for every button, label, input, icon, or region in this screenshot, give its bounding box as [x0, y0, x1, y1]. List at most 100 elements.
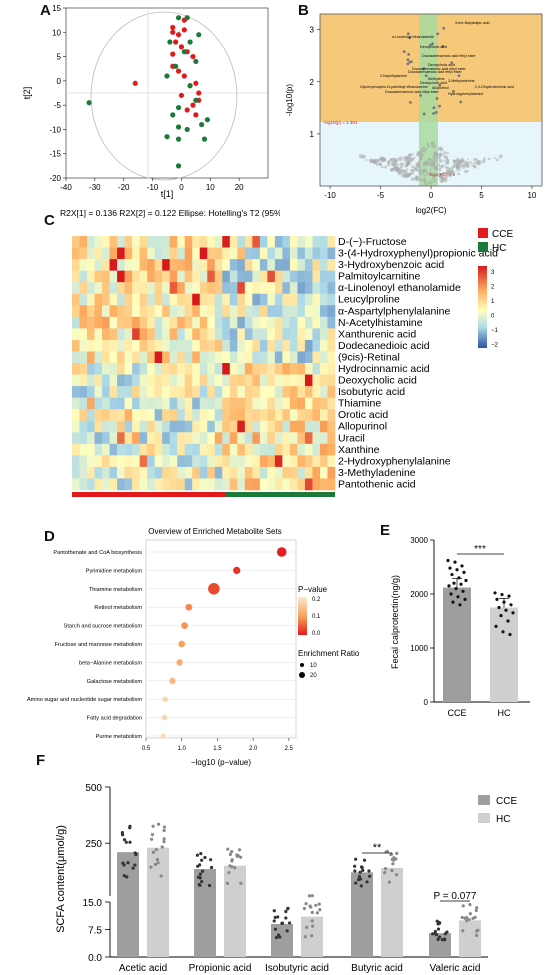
- heatmap-cell: [312, 466, 321, 479]
- cce-point: [132, 80, 138, 86]
- heatmap-cell: [289, 305, 298, 318]
- panel-label-f: F: [36, 752, 46, 769]
- heatmap-cell: [132, 478, 140, 491]
- volcano-point: [428, 180, 433, 185]
- volcano-point: [436, 154, 441, 160]
- heatmap-cell: [124, 316, 133, 329]
- heatmap-cell: [304, 420, 313, 433]
- heatmap-cell: [79, 374, 88, 387]
- f-data-point: [203, 855, 207, 860]
- heatmap-cell: [274, 455, 283, 468]
- heatmap-cell: [154, 397, 163, 410]
- heatmap-cell: [252, 316, 261, 329]
- heatmap-cell: [222, 236, 231, 248]
- heatmap-cell: [139, 386, 148, 398]
- f-data-point: [475, 906, 479, 910]
- heatmap-cell: [229, 374, 238, 387]
- heatmap-cell: [192, 466, 201, 479]
- heatmap-cell: [117, 478, 125, 491]
- heatmap-cell: [184, 466, 193, 479]
- heatmap-cell: [169, 247, 178, 260]
- heatmap-cell: [79, 282, 88, 295]
- heatmap-cell: [327, 397, 336, 410]
- heatmap-cell: [267, 455, 276, 468]
- heatmap-cell: [162, 351, 170, 364]
- heatmap-cell: [252, 374, 261, 387]
- heatmap-cell: [177, 409, 186, 422]
- heatmap-cell: [79, 386, 88, 398]
- heatmap-cell: [109, 432, 118, 445]
- heatmap-cell: [94, 374, 103, 387]
- heatmap-cell: [207, 270, 216, 283]
- heatmap-cell: [267, 270, 276, 283]
- f-data-point: [356, 878, 361, 882]
- heatmap-cell: [94, 316, 103, 329]
- heatmap-cell: [259, 443, 268, 456]
- heatmap-cell: [124, 455, 133, 468]
- heatmap-cell: [87, 259, 95, 271]
- heatmap-cell: [199, 455, 208, 468]
- pathway-label: Retinol metabolism: [94, 605, 142, 611]
- heatmap-cell: [154, 305, 163, 318]
- heatmap-cell: [147, 293, 155, 306]
- heatmap-cell: [199, 339, 208, 352]
- hc-point: [199, 121, 205, 128]
- e-data-point: [499, 614, 503, 618]
- volcano-x-label: log2(FC): [415, 206, 446, 215]
- heatmap-cell: [207, 386, 216, 398]
- volcano-plot: 3-tert-Butyladipic acid α-Linolenoyl etha…: [285, 13, 543, 215]
- heatmap-cell: [312, 282, 321, 295]
- heatmap-cell: [267, 305, 276, 318]
- heatmap-cell: [162, 432, 170, 445]
- heatmap-row-label: 3-(4-Hydroxyphenyl)propionic acid: [338, 248, 498, 260]
- volcano-point: [433, 179, 437, 183]
- volcano-point: [416, 163, 420, 168]
- heatmap-cell: [282, 374, 291, 387]
- heatmap-cell: [117, 339, 125, 352]
- f-category-label: Butyric acid: [351, 963, 403, 974]
- heatmap-cell: [169, 316, 178, 329]
- heatmap-cell: [154, 443, 163, 456]
- heatmap-cell: [184, 409, 193, 422]
- heatmap-cell: [102, 293, 110, 306]
- heatmap-cell: [94, 420, 103, 433]
- volcano-point: [422, 171, 425, 175]
- e-data-point: [457, 576, 461, 580]
- heatmap-cell: [282, 420, 291, 433]
- heatmap-cell: [312, 455, 321, 468]
- heatmap-cell: [117, 432, 125, 445]
- volcano-y-label: -log10(p): [285, 84, 294, 116]
- f-data-point: [284, 916, 288, 920]
- heatmap-cell: [297, 466, 306, 479]
- f-data-point: [437, 920, 441, 925]
- heatmap-cell: [184, 305, 193, 318]
- d-x-tick-label: 1.5: [213, 746, 222, 752]
- volcano-annotation: Methylene: [428, 77, 445, 81]
- heatmap-cell: [177, 339, 186, 352]
- heatmap-cell: [72, 432, 80, 445]
- volcano-annotation: Docosahexaenoic acid ethyl ester: [408, 70, 463, 74]
- f-data-point: [318, 908, 322, 912]
- volcano-sig-point: [419, 94, 422, 97]
- volcano-point: [386, 161, 391, 166]
- heatmap-cell: [124, 374, 133, 387]
- heatmap-cell: [154, 351, 163, 364]
- heatmap-cell: [124, 247, 133, 260]
- heatmap-cell: [184, 420, 193, 433]
- heatmap-cell: [87, 478, 95, 491]
- volcano-sig-point: [402, 50, 406, 54]
- f-data-point: [233, 866, 237, 870]
- volcano-point: [436, 163, 441, 167]
- heatmap-cell: [177, 466, 186, 479]
- b-x-tick-label: -10: [324, 191, 336, 200]
- heatmap-cell: [237, 466, 246, 479]
- heatmap-cell: [304, 316, 313, 329]
- heatmap-cell: [169, 293, 178, 306]
- panel-label-e: E: [380, 522, 391, 539]
- heatmap-cell: [72, 409, 80, 422]
- heatmap-cell: [297, 420, 306, 433]
- f-data-point: [391, 862, 395, 866]
- heatmap-cell: [312, 443, 321, 456]
- heatmap-cell: [327, 455, 336, 468]
- heatmap-cell: [327, 259, 336, 271]
